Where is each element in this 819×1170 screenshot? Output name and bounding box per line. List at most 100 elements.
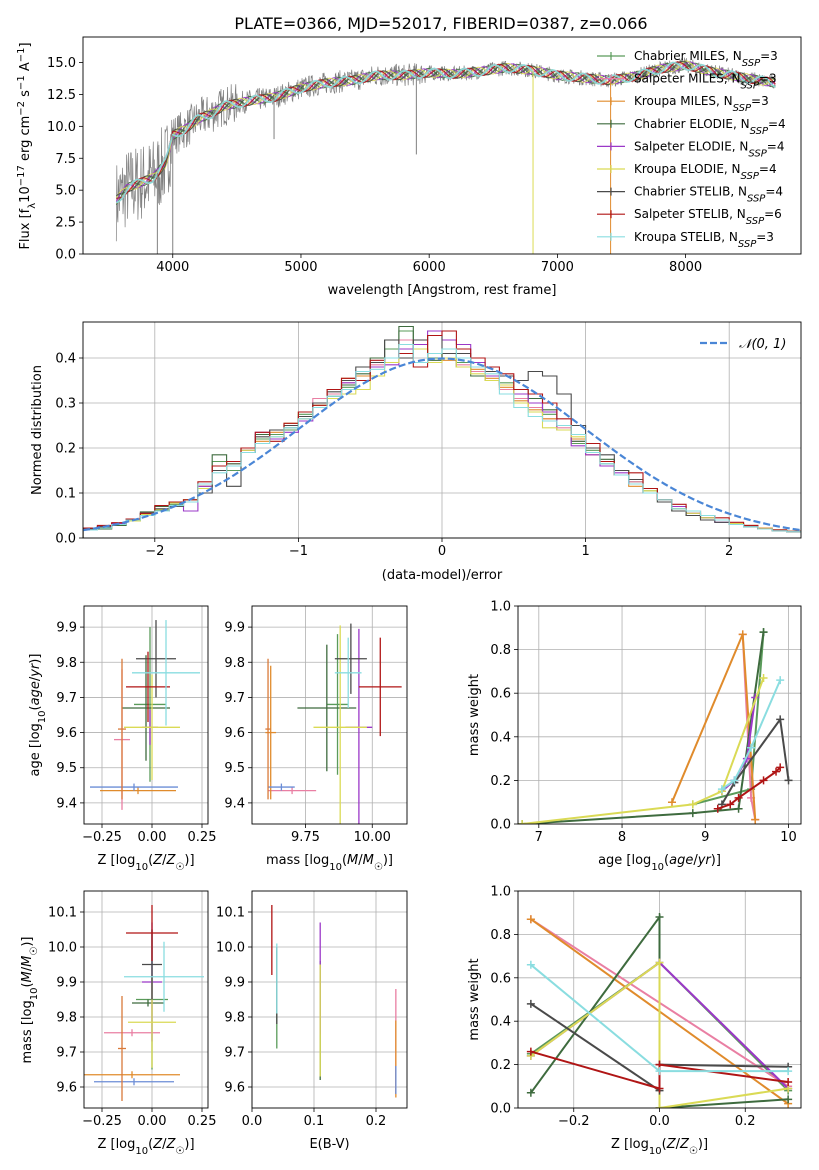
weight-marker xyxy=(776,676,785,685)
x-tick-label: 0.0 xyxy=(242,1114,263,1129)
weight-marker xyxy=(526,1047,535,1056)
y-tick-label: 0.1 xyxy=(55,487,76,502)
weight-line xyxy=(721,679,782,790)
axes-mass-vs-Z: −0.25 0.00 0.25 9.6 9.7 9.8 9.9 10.0 10.1 Z [log1… xyxy=(20,890,216,1157)
y-tick-label: 9.7 xyxy=(224,691,245,706)
legend-label: Salpeter MILES, NSSP=3 xyxy=(634,72,777,92)
weight-marker xyxy=(776,715,785,724)
y-tick-label: 9.9 xyxy=(224,976,245,991)
weight-marker xyxy=(784,776,793,785)
weight-marker xyxy=(655,1067,664,1076)
x-tick-label: 7000 xyxy=(541,260,574,275)
weight-marker xyxy=(784,1067,793,1076)
y-tick-label: 0.4 xyxy=(55,352,76,367)
x-tick-label: 10 xyxy=(780,830,797,845)
y-tick-label: 1.0 xyxy=(490,885,511,900)
weight-marker xyxy=(688,800,697,809)
y-tick-label: 9.7 xyxy=(56,1046,77,1061)
plot-area xyxy=(518,628,793,824)
x-tick-label: 9.75 xyxy=(291,830,320,845)
axes-age-vs-Z: −0.25 0.00 0.25 9.4 9.5 9.6 9.7 9.8 9.9 Z [log10(… xyxy=(28,605,217,873)
y-tick-label: 9.6 xyxy=(224,1081,245,1096)
y-tick-label: 9.4 xyxy=(224,796,245,811)
y-tick-label: 10.0 xyxy=(216,941,245,956)
x-axis-label: wavelength [Angstrom, rest frame] xyxy=(328,283,557,298)
y-tick-label: 9.5 xyxy=(224,761,245,776)
x-tick-label: 0.00 xyxy=(138,1114,167,1129)
y-axis-label: Flux [fλ10−17 erg cm−2 s−1 A−1] xyxy=(16,42,38,249)
weight-marker xyxy=(784,1077,793,1086)
weight-marker xyxy=(717,785,726,794)
weight-marker xyxy=(759,673,768,682)
weight-marker xyxy=(738,630,747,639)
weight-marker xyxy=(526,915,535,924)
y-tick-label: 9.8 xyxy=(56,656,77,671)
weight-line xyxy=(522,677,765,824)
x-axis-label: Z [log10(Z/Z☉)] xyxy=(97,1137,194,1157)
axes-weight-vs-age: 7 8 9 10 0.0 0.2 0.4 0.6 0.8 1.0 age [log10(age/yr… xyxy=(467,600,802,873)
x-tick-label: 7 xyxy=(535,830,543,845)
x-axis-label: Z [log10(Z/Z☉)] xyxy=(97,853,194,873)
y-tick-label: 10.1 xyxy=(48,906,77,921)
y-tick-label: 10.0 xyxy=(48,941,77,956)
legend-label: Salpeter ELODIE, NSSP=4 xyxy=(634,139,784,159)
legend-label: Kroupa ELODIE, NSSP=4 xyxy=(634,162,777,182)
axes-residuals: −2 −1 0 1 2 0.0 0.1 0.2 0.3 0.4 (data-model)/error… xyxy=(30,321,802,583)
y-tick-label: 10.1 xyxy=(216,906,245,921)
y-tick-label: 9.5 xyxy=(56,761,77,776)
x-tick-label: 4000 xyxy=(156,260,189,275)
axes-frame xyxy=(82,321,802,539)
y-tick-label: 9.9 xyxy=(56,976,77,991)
weight-marker xyxy=(688,809,697,818)
y-tick-label: 0.0 xyxy=(490,818,511,833)
y-tick-label: 0.0 xyxy=(55,248,76,263)
weight-marker xyxy=(667,798,676,807)
axes-frame xyxy=(517,890,802,1109)
y-tick-label: 9.6 xyxy=(56,1081,77,1096)
y-tick-label: 7.5 xyxy=(55,152,76,167)
x-axis-label: age [log10(age/yr)] xyxy=(598,853,721,873)
x-tick-label: 0.00 xyxy=(138,830,167,845)
y-tick-label: 1.0 xyxy=(490,600,511,615)
weight-marker xyxy=(526,1088,535,1097)
plot-area xyxy=(265,623,402,824)
x-tick-label: 2 xyxy=(725,544,733,559)
weight-line xyxy=(721,716,790,805)
weight-marker xyxy=(776,763,785,772)
legend-label: Chabrier STELIB, NSSP=4 xyxy=(634,185,783,205)
y-tick-label: 0.3 xyxy=(55,397,76,412)
legend-label: Kroupa STELIB, NSSP=3 xyxy=(634,230,774,250)
y-axis-label: mass weight xyxy=(467,674,482,756)
x-tick-label: 0.1 xyxy=(304,1114,325,1129)
axes-mass-vs-EBV: 0.0 0.1 0.2 9.6 9.7 9.8 9.9 10.0 10.1 E(B-V) xyxy=(216,890,408,1152)
y-tick-label: 9.4 xyxy=(56,796,77,811)
spectrum-model-line xyxy=(116,61,776,199)
weight-marker xyxy=(772,767,781,776)
axes-frame xyxy=(83,605,209,825)
y-tick-label: 9.9 xyxy=(56,621,77,636)
weight-marker xyxy=(759,776,768,785)
y-axis-label: age [log10(age/yr)] xyxy=(28,654,48,777)
gaussian-curve xyxy=(83,357,801,532)
x-tick-label: −0.25 xyxy=(82,1114,122,1129)
weight-line xyxy=(522,632,765,824)
y-tick-label: 0.6 xyxy=(490,687,511,702)
x-tick-label: 0.2 xyxy=(366,1114,387,1129)
y-tick-label: 0.8 xyxy=(490,928,511,943)
weight-line xyxy=(530,960,789,1108)
y-tick-label: 9.6 xyxy=(224,726,245,741)
axes-frame xyxy=(82,36,802,255)
y-tick-label: 0.4 xyxy=(490,730,511,745)
legend-label: Kroupa MILES, NSSP=3 xyxy=(634,94,769,114)
x-tick-label: 5000 xyxy=(284,260,317,275)
weight-marker xyxy=(655,1084,664,1093)
weight-marker xyxy=(747,743,756,752)
y-tick-label: 9.7 xyxy=(224,1046,245,1061)
x-tick-label: 6000 xyxy=(413,260,446,275)
x-axis-label: E(B-V) xyxy=(309,1137,349,1152)
weight-marker xyxy=(655,913,664,922)
y-tick-label: 12.5 xyxy=(47,88,76,103)
x-tick-label: 0.25 xyxy=(188,830,217,845)
weight-marker xyxy=(526,960,535,969)
y-tick-label: 0.2 xyxy=(490,774,511,789)
